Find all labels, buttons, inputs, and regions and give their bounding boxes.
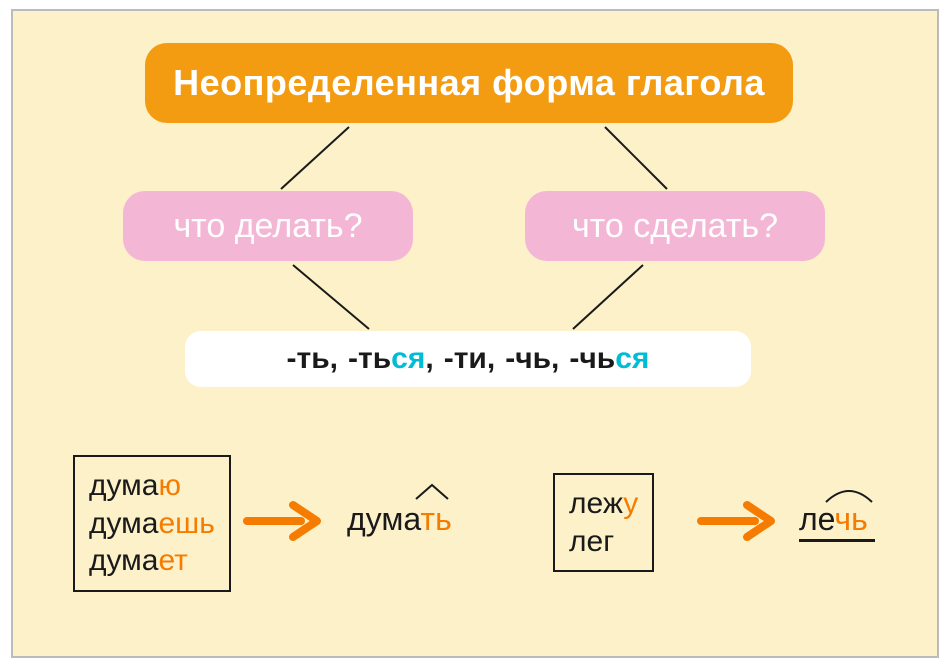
result-right: лечь	[799, 501, 868, 538]
question-right-text: что сделать?	[572, 207, 778, 246]
word-row: лежу	[569, 485, 638, 523]
example-box-right: лежу лег	[553, 473, 654, 572]
caret-mark-icon	[412, 481, 452, 501]
title-text: Неопределенная форма глагола	[173, 62, 765, 104]
question-left-pill: что делать?	[123, 191, 413, 261]
arc-mark-icon	[824, 486, 874, 504]
arrow-icon	[243, 501, 329, 541]
result-left: думать	[347, 501, 452, 538]
ending-1: -ть,	[287, 342, 338, 376]
example-box-left: думаю думаешь думает	[73, 455, 231, 592]
arrow-icon	[697, 501, 783, 541]
diagram-canvas: Неопределенная форма глагола что делать?…	[11, 9, 939, 658]
word-row: думаю	[89, 467, 215, 505]
ending-2: -ться,	[348, 342, 434, 376]
ending-3: -ти,	[444, 342, 495, 376]
word-row: лег	[569, 523, 638, 561]
word-row: думаешь	[89, 505, 215, 543]
word-row: думает	[89, 542, 215, 580]
title-pill: Неопределенная форма глагола	[145, 43, 793, 123]
ending-4: -чь,	[505, 342, 559, 376]
question-right-pill: что сделать?	[525, 191, 825, 261]
underline-mark	[799, 539, 875, 542]
ending-5: -чься	[569, 342, 649, 376]
question-left-text: что делать?	[173, 207, 362, 246]
endings-pill: -ть, -ться, -ти, -чь, -чься	[185, 331, 751, 387]
